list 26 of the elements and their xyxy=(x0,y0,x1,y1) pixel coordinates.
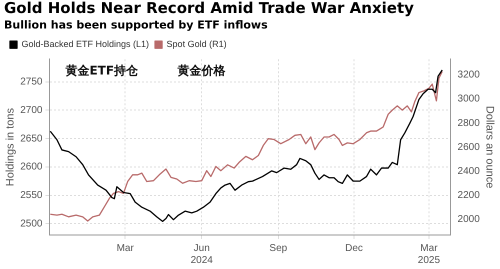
x-tick-label: Dec xyxy=(345,242,363,254)
chart-subtitle: Bullion has been supported by ETF inflows xyxy=(4,18,268,32)
y2-tick-label: 2800 xyxy=(458,118,480,129)
y-axis-title: Holdings in tons xyxy=(4,107,17,186)
y2-tick-label: 3200 xyxy=(458,70,480,81)
y-tick-label: 2750 xyxy=(20,76,43,88)
y-tick-label: 2500 xyxy=(20,218,43,230)
x-tick-label: Mar xyxy=(116,242,134,254)
chart-title: Gold Holds Near Record Amid Trade War Anxiety xyxy=(4,0,414,17)
x-tick-label: Sep xyxy=(269,242,288,254)
legend-label: Spot Gold (R1) xyxy=(166,39,227,50)
y2-tick-label: 2200 xyxy=(458,190,480,202)
y2-axis-title: Dollars an ounce xyxy=(483,106,496,188)
y-tick-label: 2650 xyxy=(20,133,43,144)
y2-tick-label: 2600 xyxy=(458,142,480,153)
y2-tick-label: 3000 xyxy=(458,94,480,105)
legend-label: Gold-Backed ETF Holdings (L1) xyxy=(22,39,150,50)
x-tick-label: Mar 2025 xyxy=(418,242,440,266)
y2-tick-label: 2400 xyxy=(458,166,480,177)
y-tick-label: 2550 xyxy=(20,190,43,202)
annotation: 黄金ETF持仓 xyxy=(64,63,140,78)
annotation: 黄金价格 xyxy=(176,63,226,78)
y-tick-label: 2700 xyxy=(20,104,43,116)
x-tick-label: Jun 2024 xyxy=(190,242,214,266)
y2-tick-label: 2000 xyxy=(458,214,480,226)
y-tick-label: 2600 xyxy=(20,162,43,173)
